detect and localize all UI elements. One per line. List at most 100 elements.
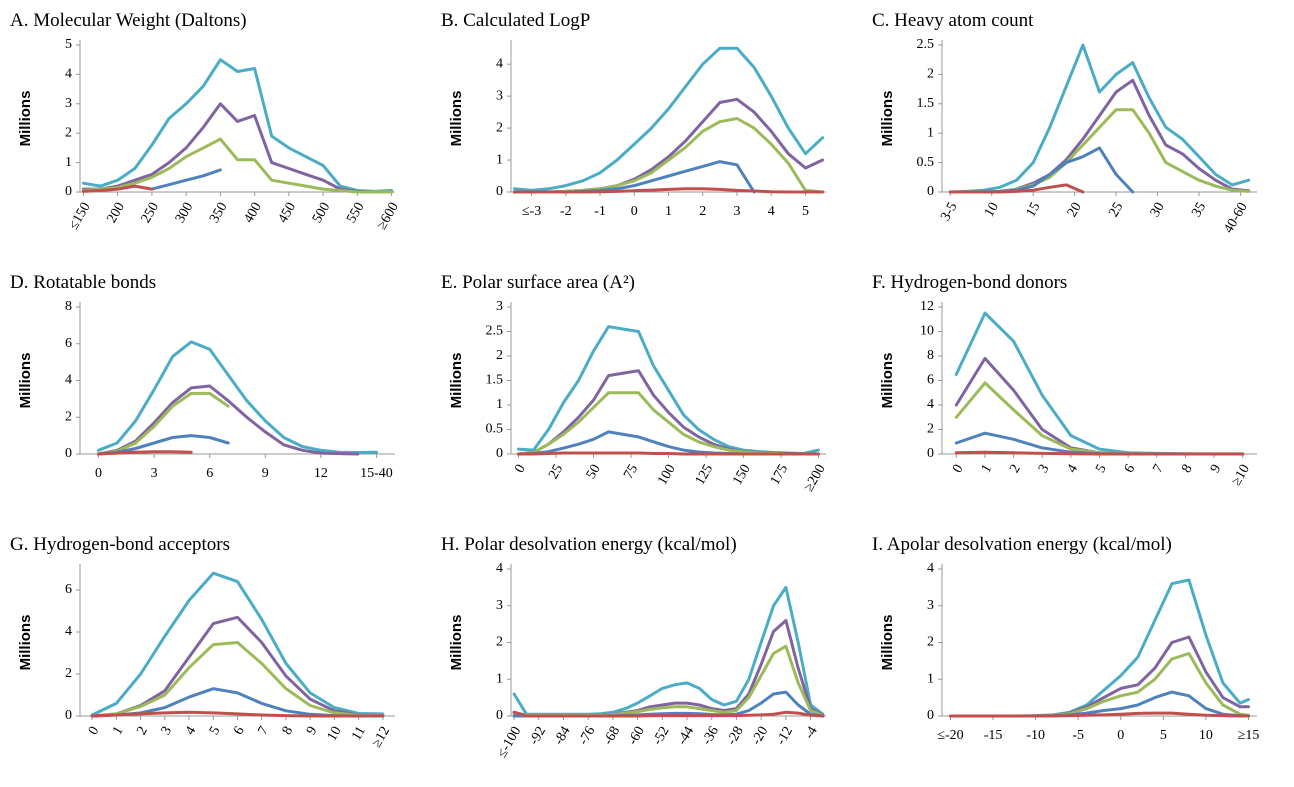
series-line [517, 451, 820, 456]
x-tick-label: 5 [1160, 728, 1167, 743]
y-tick-label: 2 [496, 635, 503, 650]
y-tick-label: 2.5 [917, 37, 935, 52]
y-axis-label: Millions [879, 91, 896, 147]
chart-title: C. Heavy atom count [872, 10, 1034, 31]
x-tick-label: 4 [183, 724, 199, 738]
y-tick-label: 2 [65, 409, 72, 424]
chart-title: I. Apolar desolvation energy (kcal/mol) [872, 534, 1172, 555]
y-tick-label: 4 [496, 56, 503, 71]
x-tick-label: 6 [1122, 462, 1138, 476]
series-line [90, 641, 385, 718]
x-tick-label: -1 [594, 204, 606, 219]
x-tick-label: 350 [207, 200, 230, 226]
x-tick-label: 8 [280, 724, 296, 738]
x-tick-label: 250 [139, 200, 162, 226]
x-tick-label: 35 [1189, 200, 1209, 220]
x-tick-label: -5 [1072, 728, 1084, 743]
x-tick-label: 75 [621, 462, 641, 482]
y-tick-label: 0.5 [917, 155, 935, 170]
series-line [954, 356, 1245, 456]
x-tick-label: 0 [631, 204, 638, 219]
x-tick-label: ≥12 [369, 724, 393, 750]
y-axis-label: Millions [448, 353, 465, 409]
y-tick-label: 1 [927, 671, 934, 686]
y-tick-label: 2 [496, 348, 503, 363]
x-tick-label: 125 [693, 462, 716, 488]
x-tick-label: 150 [730, 462, 753, 488]
x-tick-label: ≥600 [374, 200, 401, 232]
x-tick-label: 0 [86, 724, 102, 738]
x-tick-label: 10 [325, 724, 345, 744]
y-tick-label: 2 [927, 635, 934, 650]
series-line [949, 578, 1250, 718]
y-tick-label: 0 [65, 446, 72, 461]
x-tick-label: -92 [527, 724, 549, 748]
y-tick-label: 0 [496, 184, 503, 199]
x-tick-label: ≤150 [66, 200, 93, 232]
x-tick-label: 0 [512, 462, 528, 476]
y-tick-label: 1 [496, 152, 503, 167]
y-tick-label: 6 [65, 336, 72, 351]
series-line [948, 78, 1251, 194]
y-tick-label: 1.5 [486, 373, 504, 388]
x-tick-label: 50 [584, 462, 604, 482]
y-tick-label: 0 [927, 184, 934, 199]
x-tick-label: 400 [241, 200, 264, 226]
x-tick-label: 20 [1065, 200, 1085, 220]
x-tick-label: -2 [560, 204, 572, 219]
y-tick-label: 3 [65, 96, 72, 111]
y-tick-label: 0 [65, 708, 72, 723]
y-tick-label: 6 [927, 373, 934, 388]
x-tick-label: 2 [134, 724, 150, 738]
y-tick-label: 4 [927, 561, 934, 576]
x-tick-label: 550 [344, 200, 367, 226]
y-tick-label: 3 [496, 299, 503, 314]
series-line [97, 450, 193, 456]
x-tick-label: 3 [733, 204, 740, 219]
x-tick-label: -28 [724, 724, 746, 748]
x-tick-label: 5 [802, 204, 809, 219]
x-tick-label: 3 [1036, 462, 1052, 476]
x-tick-label: 9 [1208, 462, 1224, 476]
x-tick-label: 0 [950, 462, 966, 476]
series-line [512, 46, 825, 192]
x-tick-label: 3 [159, 724, 175, 738]
x-tick-label: 7 [255, 724, 271, 738]
y-tick-label: 0 [496, 446, 503, 461]
x-tick-label: 25 [1106, 200, 1126, 220]
y-tick-label: 3 [496, 88, 503, 103]
y-tick-label: 8 [927, 348, 934, 363]
series-line [948, 146, 1135, 194]
y-tick-label: 4 [65, 67, 72, 82]
x-tick-label: -44 [675, 724, 697, 748]
x-tick-label: 10 [982, 200, 1002, 220]
y-tick-label: 4 [65, 373, 72, 388]
y-tick-label: 0 [496, 708, 503, 723]
x-tick-label: 25 [546, 462, 566, 482]
x-tick-label: 10 [1199, 728, 1213, 743]
x-tick-label: 11 [349, 724, 369, 743]
x-tick-label: -36 [700, 724, 722, 748]
x-tick-label: 9 [304, 724, 320, 738]
series-line [512, 97, 825, 194]
series-line [512, 619, 825, 717]
x-tick-label: -68 [601, 724, 623, 748]
series-line [948, 43, 1251, 194]
x-tick-label: -12 [774, 724, 796, 748]
y-tick-label: 0 [927, 708, 934, 723]
series-line [948, 108, 1251, 194]
chart-title: E. Polar surface area (A²) [441, 272, 635, 293]
series-line [81, 102, 394, 194]
y-tick-label: 0 [927, 446, 934, 461]
x-tick-label: 6 [206, 466, 213, 481]
y-tick-label: 2 [65, 666, 72, 681]
chart-title: H. Polar desolvation energy (kcal/mol) [441, 534, 737, 555]
series-line [512, 187, 825, 194]
y-tick-label: 0 [65, 184, 72, 199]
x-tick-label: 0 [1117, 728, 1124, 743]
series-line [97, 391, 230, 456]
x-tick-label: 6 [231, 724, 247, 738]
x-tick-label: 3 [151, 466, 158, 481]
x-tick-label: 15 [1023, 200, 1043, 220]
x-tick-label: 8 [1179, 462, 1195, 476]
